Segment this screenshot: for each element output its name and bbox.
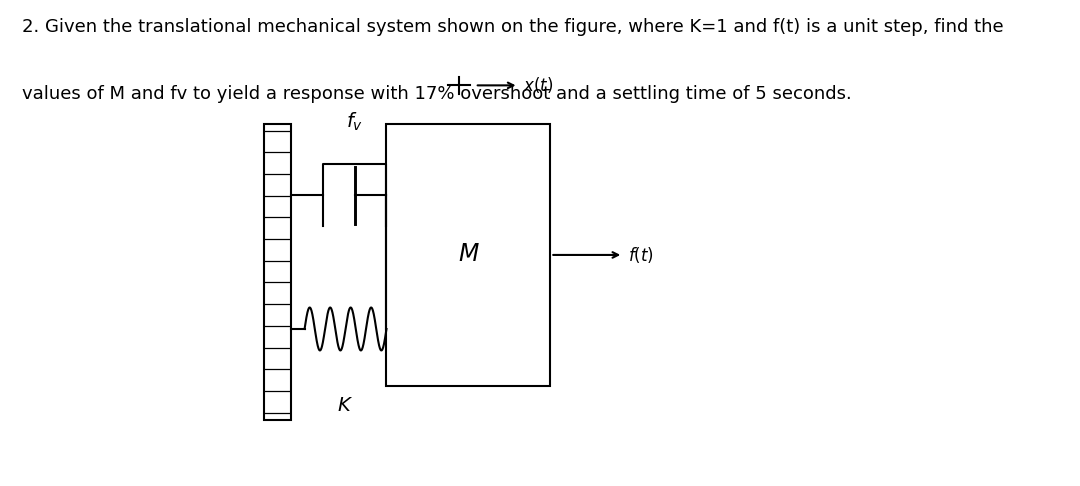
Bar xyxy=(264,123,291,420)
Text: $x(t)$: $x(t)$ xyxy=(523,75,553,95)
Text: $K$: $K$ xyxy=(337,397,353,415)
Text: $f(t)$: $f(t)$ xyxy=(627,245,653,265)
Bar xyxy=(387,123,551,386)
Text: values of M and fv to yield a response with 17% overshoot and a settling time of: values of M and fv to yield a response w… xyxy=(23,86,852,104)
Text: $M$: $M$ xyxy=(458,243,480,266)
Text: 2. Given the translational mechanical system shown on the figure, where K=1 and : 2. Given the translational mechanical sy… xyxy=(23,18,1004,36)
Text: $f_v$: $f_v$ xyxy=(346,111,363,133)
